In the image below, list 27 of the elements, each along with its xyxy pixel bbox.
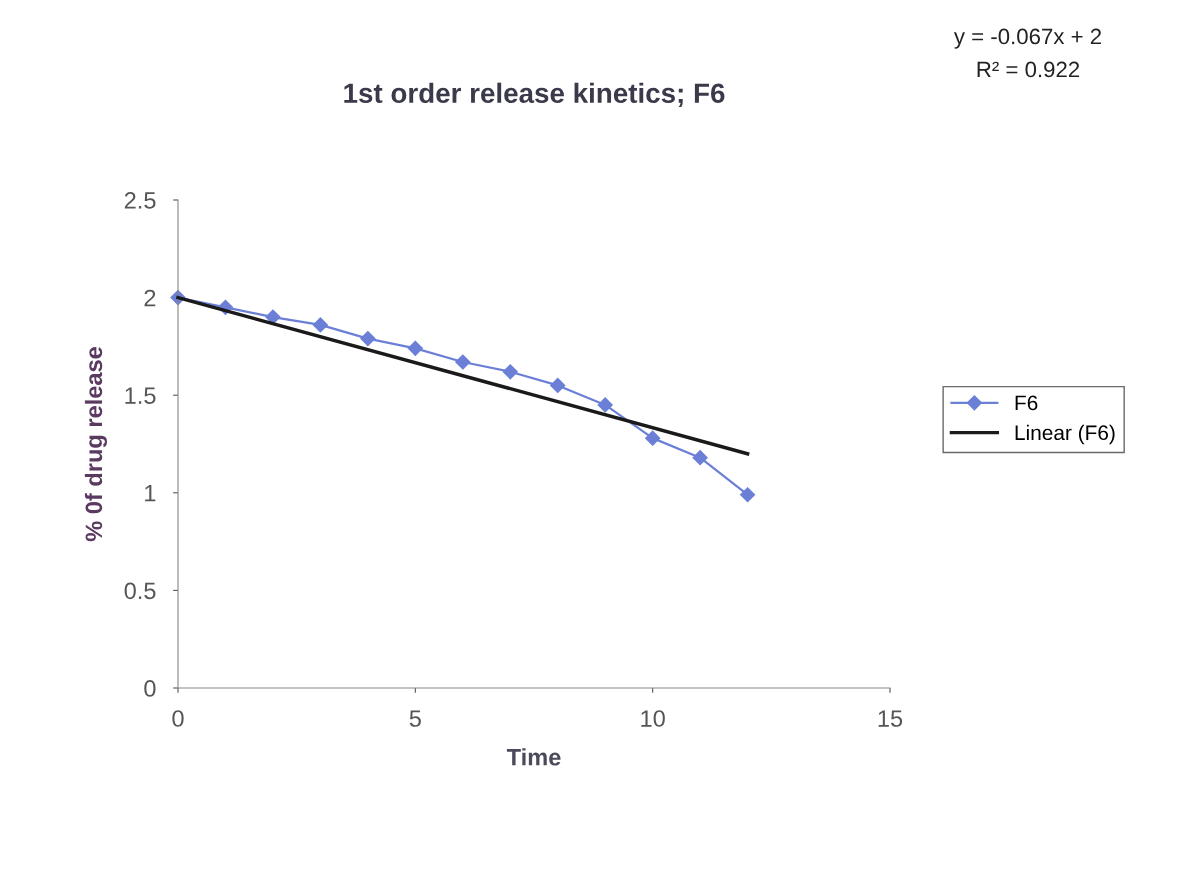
point — [645, 430, 661, 446]
point — [312, 317, 328, 333]
chart-title: 1st order release kinetics; F6 — [344, 82, 725, 108]
point — [455, 354, 471, 370]
y-tick-label: 2 — [144, 289, 156, 307]
x-tick-label: 15 — [878, 710, 903, 727]
point — [502, 364, 518, 380]
x-tick-label: 10 — [641, 710, 665, 727]
point — [407, 340, 423, 356]
y-tick-label: 0.5 — [124, 582, 156, 600]
y-tick-label: 2.5 — [124, 192, 156, 209]
x-axis-title: Time — [506, 748, 561, 766]
text: y = -0.067x + 2 — [953, 28, 1102, 49]
point — [550, 377, 566, 394]
y-tick-label: 1 — [145, 485, 156, 502]
point — [360, 331, 376, 347]
x-tick-label: 5 — [409, 710, 421, 727]
point — [692, 450, 708, 466]
legend-label: Linear (F6) — [1015, 424, 1115, 445]
y-tick-label: 0 — [144, 680, 156, 697]
y-tick-label: 1.5 — [125, 387, 156, 404]
point — [597, 397, 613, 413]
point — [740, 487, 756, 503]
x-tick-label: 0 — [172, 710, 184, 727]
text: R² = 0.922 — [977, 61, 1080, 78]
y-axis-title: % 0f drug release — [84, 347, 107, 542]
legend-label: F6 — [1015, 395, 1038, 411]
